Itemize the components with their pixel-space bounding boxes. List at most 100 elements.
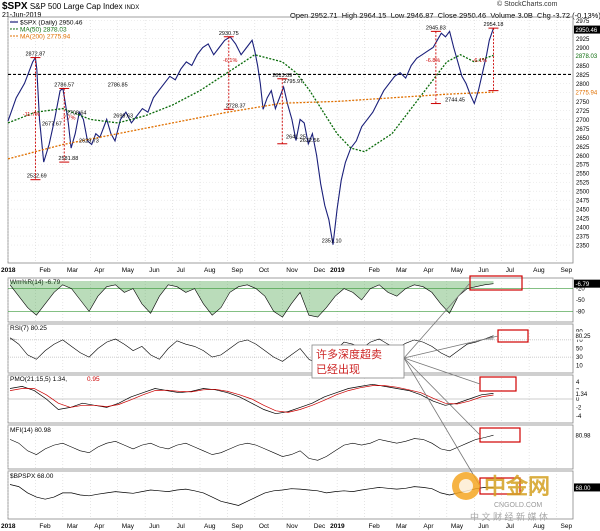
pmo-current-tag: 1.34 — [576, 392, 588, 398]
price-ytick-label: 2575 — [576, 163, 590, 169]
legend-ma200: MA(200) 2775.94 — [20, 34, 71, 41]
callout-pointer — [403, 282, 471, 359]
price-annotation: 2872.87 — [25, 52, 45, 58]
month-tick-label: Jul — [177, 267, 186, 274]
price-ytick-label: 2975 — [576, 19, 590, 25]
price-ytick-label: 2700 — [576, 118, 590, 124]
month-tick-label: Dec — [314, 267, 326, 274]
price-annotation: -7.7% — [61, 115, 75, 121]
month-tick-label: Jun — [149, 267, 160, 274]
close-label: Close — [437, 11, 457, 20]
rsi-ytick-label: 70 — [576, 338, 583, 344]
price-annotation: 2699.63 — [113, 113, 133, 119]
price-ytick-label: 2850 — [576, 64, 590, 70]
price-series-line — [7, 27, 495, 245]
rsi-line — [9, 335, 494, 364]
legend-ma50: MA(50) 2878.03 — [20, 27, 67, 34]
month-tick-label: 2019 — [330, 267, 345, 274]
price-ytick-label: 2725 — [576, 109, 590, 115]
price-ytick-label: 2350 — [576, 244, 590, 250]
month-tick-label: Mar — [67, 267, 79, 274]
watermark: 中金网 CNGOLD.COM 中 文 财 经 新 媒 体 — [452, 472, 550, 522]
month-tick-label: Dec — [314, 523, 326, 530]
watermark-sub: 中 文 财 经 新 媒 体 — [470, 511, 548, 522]
callout-line1: 许多深度超卖 — [316, 347, 382, 361]
price-ytick-label: 2825 — [576, 73, 590, 79]
willr-ytick-label: -50 — [576, 298, 585, 304]
ma50-series-line — [7, 53, 494, 153]
price-ytick-label: 2475 — [576, 199, 590, 205]
price-annotation: 2813.89 — [272, 73, 292, 79]
rsi-ytick-label: 10 — [576, 364, 583, 370]
callout-line2: 已经出现 — [316, 362, 360, 376]
chart-marks: 2018 2018 Feb Feb Mar Mar Apr Apr May May Jun Jun Ju… — [1, 16, 600, 530]
price-annotation: 2728.37 — [226, 103, 246, 109]
month-tick-label: Jul — [177, 523, 186, 530]
month-tick-label: May — [122, 523, 135, 530]
ma50-current-tag: 2878.03 — [576, 54, 598, 60]
price-annotation: 2945.83 — [426, 25, 446, 31]
price-annotation: -6.1% — [473, 58, 487, 64]
month-tick-label: 2018 — [1, 267, 16, 274]
callout-pointer — [403, 335, 499, 359]
mfi-legend: MFI(14) 80.98 — [10, 427, 51, 434]
rsi-legend: RSI(7) 80.25 — [10, 325, 47, 332]
close-value: 2950.46 — [459, 11, 487, 20]
price-annotation: 2786.57 — [54, 82, 74, 88]
header-ohlc: Open 2952.71 High 2964.15 Low 2946.87 Cl… — [290, 11, 600, 20]
price-annotation: 2677.67 — [42, 121, 62, 127]
month-tick-label: Mar — [396, 523, 408, 530]
price-annotation: 2744.45 — [445, 98, 465, 104]
chg-value: -3.72 (-0.13%) — [552, 11, 600, 20]
copyright: © StockCharts.com — [497, 1, 558, 8]
price-ytick-label: 2550 — [576, 172, 590, 178]
volume-value: 3.0B — [517, 11, 533, 20]
pmo-ytick-label: 4 — [576, 380, 580, 386]
month-tick-label: Sep — [561, 267, 573, 274]
price-annotation: 2954.18 — [484, 22, 504, 28]
willr-line — [9, 283, 494, 318]
month-tick-label: Sep — [231, 267, 243, 274]
highlight-box — [479, 427, 521, 443]
price-current-tag: 2950.46 — [576, 28, 598, 34]
legend-price: $SPX (Daily) 2950.46 — [20, 20, 83, 27]
pmo-signal-line — [9, 385, 494, 413]
watermark-url: CNGOLD.COM — [494, 502, 542, 509]
price-annotation: 2708.64 — [67, 110, 87, 116]
price-ytick-label: 2450 — [576, 208, 590, 214]
pmo-ytick-label: -2 — [576, 405, 582, 411]
month-tick-label: Aug — [533, 267, 545, 274]
price-annotation: 2629.73 — [79, 138, 99, 144]
month-tick-label: Feb — [369, 523, 381, 530]
highlight-box — [479, 376, 517, 392]
mfi-current-tag: 80.98 — [576, 434, 592, 440]
price-annotation: -6.1% — [223, 58, 237, 64]
rsi-ytick-label: 50 — [576, 347, 583, 353]
price-annotation: -11.7% — [23, 112, 40, 118]
pmo-ytick-label: 0 — [576, 397, 580, 403]
month-tick-label: Jul — [506, 523, 515, 530]
month-tick-label: 2018 — [1, 523, 16, 530]
month-tick-label: 2019 — [330, 523, 345, 530]
willr-ytick-label: -20 — [576, 287, 585, 293]
open-label: Open — [290, 11, 309, 20]
open-value: 2952.71 — [310, 11, 338, 20]
price-annotation: 2532.69 — [27, 174, 47, 180]
willr-fill — [10, 281, 494, 318]
highlight-box — [497, 329, 529, 343]
pmo-pmo-line — [9, 383, 494, 415]
pmo-legend-signal: 0.95 — [87, 376, 100, 383]
bpspx-legend: $BPSPX 68.00 — [10, 473, 54, 480]
price-annotation: -6.8% — [426, 58, 440, 64]
header-symbol: $SPX — [2, 1, 28, 12]
month-tick-label: Apr — [94, 523, 105, 530]
month-tick-label: Apr — [94, 267, 105, 274]
rsi-ytick-label: 30 — [576, 355, 583, 361]
month-tick-label: Aug — [533, 523, 545, 530]
price-annotation: 2641.25 — [286, 135, 306, 141]
month-tick-label: Jun — [478, 267, 489, 274]
price-legend: $SPX (Daily) 2950.46 MA(50) 2878.03 MA(2… — [10, 20, 83, 41]
price-ytick-label: 2625 — [576, 145, 590, 151]
